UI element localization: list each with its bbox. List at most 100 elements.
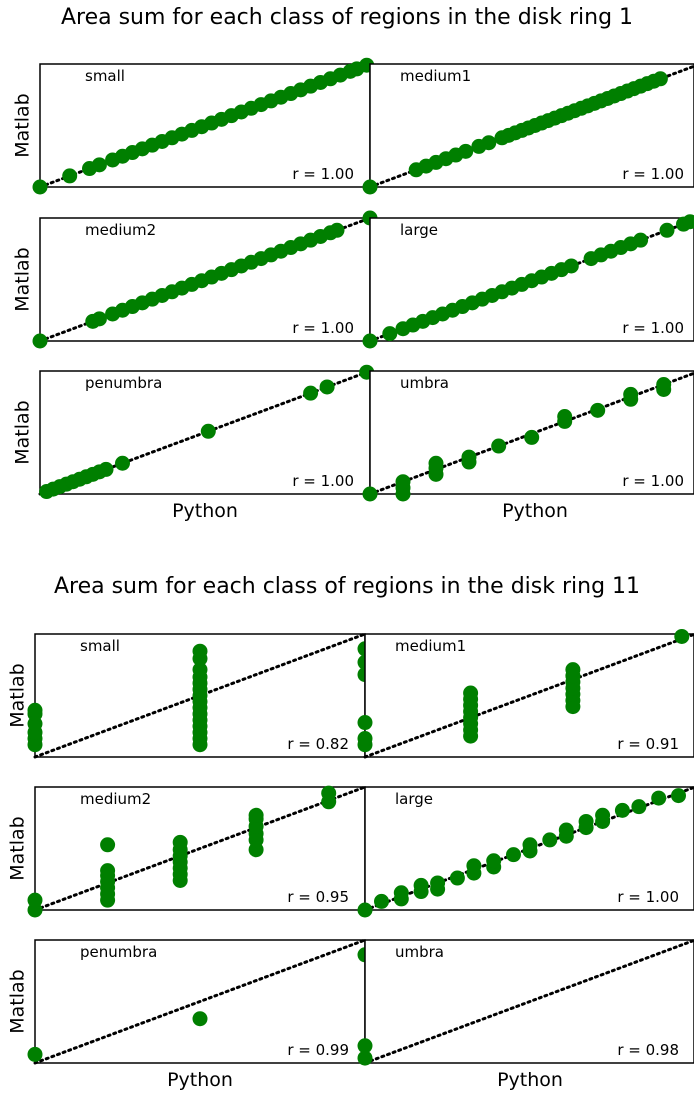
- fig2-panel-large-point-9: [449, 870, 465, 886]
- fig2-panel-umbra-point-1: [357, 1050, 373, 1066]
- fig2-panel-medium2-point-2: [27, 892, 43, 908]
- fig1-panel-penumbra-point-14: [319, 379, 335, 395]
- fig1-panel-small-r-value: r = 1.00: [292, 165, 354, 183]
- fig2-xlabel-col1: Python: [167, 1069, 233, 1091]
- fig1-panel-penumbra-point-10: [98, 461, 114, 477]
- fig1-panel-penumbra-label: penumbra: [85, 374, 162, 392]
- fig2-panel-large-point-17: [542, 832, 558, 848]
- fig1-ylabel-row1: Matlab: [12, 93, 34, 157]
- fig2-panel-large-point-26: [651, 790, 667, 806]
- fig1-panel-large-r-value: r = 1.00: [622, 319, 684, 337]
- fig1-xlabel-col2: Python: [502, 500, 568, 522]
- fig2-panel-large-point-13: [486, 853, 502, 869]
- fig2-panel-medium1-label: medium1: [395, 637, 466, 655]
- fig1-panel-umbra-label: umbra: [400, 374, 449, 392]
- fig2-panel-large-label: large: [395, 790, 433, 808]
- fig2-ylabel-row3: Matlab: [7, 969, 29, 1033]
- fig1-panel-penumbra-point-11: [115, 455, 130, 471]
- fig2-panel-medium1-point-11: [463, 685, 479, 701]
- fig2-panel-medium1-point-19: [674, 628, 690, 644]
- fig2-panel-medium1-point-18: [565, 662, 581, 678]
- fig1-panel-medium2-label: medium2: [85, 221, 156, 239]
- fig1-panel-umbra-point-1: [362, 486, 378, 502]
- fig1-panel-small-point-2: [62, 168, 78, 184]
- fig2-panel-large-point-16: [522, 837, 538, 853]
- fig1-panel-medium1-point-9: [481, 135, 497, 151]
- fig2-panel-penumbra-label: penumbra: [80, 943, 157, 961]
- fig2-panel-umbra-label: umbra: [395, 943, 444, 961]
- fig1-panel-umbra-point-4: [395, 474, 411, 490]
- fig2-panel-medium1-point-2: [357, 731, 373, 747]
- fig2-panel-medium1-identity-line: [363, 632, 694, 759]
- fig2-panel-umbra-r-value: r = 0.98: [617, 1041, 679, 1059]
- fig2-panel-medium2-identity-line: [33, 785, 367, 912]
- fig2-panel-umbra-identity-line: [363, 938, 694, 1065]
- fig1-panel-umbra-point-10: [491, 438, 507, 454]
- fig2-panel-large-point-6: [413, 877, 429, 893]
- fig1-ylabel-row2: Matlab: [12, 247, 34, 311]
- fig1-panel-umbra-r-value: r = 1.00: [622, 472, 684, 490]
- fig2-panel-large-point-2: [374, 893, 389, 909]
- fig2-panel-penumbra-identity-line: [33, 938, 367, 1065]
- fig1-panel-medium2-r-value: r = 1.00: [292, 319, 354, 337]
- fig1-panel-large-point-1: [362, 333, 378, 349]
- fig1-panel-medium1-point-1: [362, 179, 378, 195]
- fig2-panel-large-point-14: [506, 847, 521, 863]
- fig2-panel-medium2-r-value: r = 0.95: [287, 888, 349, 906]
- fig1-panel-medium2-point-3: [91, 311, 107, 327]
- fig1-panel-large-point-29: [682, 214, 694, 230]
- fig2-panel-small-label: small: [80, 637, 120, 655]
- fig1-xlabel-col1: Python: [172, 500, 238, 522]
- fig2-panel-large-point-8: [430, 875, 446, 891]
- fig1-panel-medium1-point-34: [652, 71, 668, 87]
- fig2-panel-large-point-23: [595, 807, 611, 823]
- fig2-panel-medium2-point-22: [248, 807, 264, 823]
- fig2-panel-large-point-19: [558, 822, 574, 838]
- fig1-panel-penumbra-point-12: [200, 423, 216, 439]
- fig2-ylabel-row1: Matlab: [7, 663, 29, 727]
- fig2-panel-medium2-point-8: [100, 863, 116, 879]
- figure-1-title: Area sum for each class of regions in th…: [60, 5, 634, 30]
- fig2-panel-large-point-11: [466, 858, 482, 874]
- fig1-ylabel-row3: Matlab: [12, 400, 34, 464]
- fig1-panel-umbra-point-9: [461, 449, 477, 465]
- fig2-panel-umbra-point-2: [357, 1038, 373, 1054]
- fig1-panel-umbra-point-16: [623, 386, 639, 402]
- fig1-panel-large-point-27: [659, 222, 675, 238]
- fig1-panel-large-point-2: [382, 326, 398, 342]
- fig2-panel-penumbra-point-1: [27, 1046, 43, 1062]
- fig2-ylabel-row2: Matlab: [7, 816, 29, 880]
- fig1-panel-medium2-point-1: [32, 333, 48, 349]
- fig2-panel-medium1-r-value: r = 0.91: [617, 735, 679, 753]
- fig2-panel-large-point-1: [357, 902, 373, 918]
- fig1-panel-umbra-point-14: [590, 402, 606, 418]
- fig2-panel-penumbra-r-value: r = 0.99: [287, 1041, 349, 1059]
- fig2-xlabel-col2: Python: [497, 1069, 563, 1091]
- fig2-panel-small-point-6: [27, 702, 43, 718]
- fig2-panel-penumbra-point-2: [192, 1011, 208, 1027]
- fig2-panel-medium2-point-9: [100, 837, 116, 853]
- fig1-panel-medium1-point-7: [458, 143, 474, 159]
- fig2-panel-medium2-point-16: [172, 834, 188, 850]
- fig1-panel-penumbra-r-value: r = 1.00: [292, 472, 354, 490]
- fig1-panel-penumbra-point-13: [303, 385, 319, 401]
- fig2-panel-large-point-27: [671, 788, 686, 804]
- fig1-panel-umbra-point-18: [656, 377, 672, 393]
- figure-2-title: Area sum for each class of regions in th…: [53, 574, 641, 599]
- fig2-panel-large-point-4: [393, 891, 409, 907]
- fig1-panel-small-label: small: [85, 67, 125, 85]
- fig1-panel-small-point-1: [32, 179, 48, 195]
- fig1-panel-large-label: large: [400, 221, 438, 239]
- fig2-panel-large-point-24: [614, 802, 630, 818]
- fig1-panel-medium1-r-value: r = 1.00: [622, 165, 684, 183]
- fig2-panel-large-r-value: r = 1.00: [617, 888, 679, 906]
- fig2-panel-small-r-value: r = 0.82: [287, 735, 349, 753]
- fig1-panel-medium2-point-27: [329, 222, 345, 238]
- fig1-panel-large-point-26: [633, 232, 649, 248]
- fig2-panel-medium2-point-24: [321, 785, 337, 801]
- fig2-panel-large-point-21: [578, 813, 594, 829]
- fig1-panel-medium1-label: medium1: [400, 67, 471, 85]
- fig2-panel-large-point-25: [631, 799, 647, 815]
- fig2-panel-small-point-21: [192, 643, 208, 659]
- fig1-panel-small-point-4: [91, 157, 107, 173]
